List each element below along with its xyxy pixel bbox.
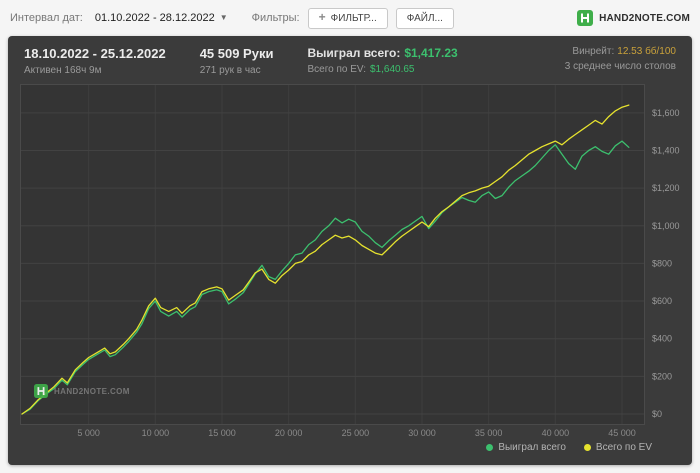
legend-item-ev-total[interactable]: Всего по EV — [583, 442, 652, 453]
winrate-value: 12.53 бб/100 — [617, 46, 676, 57]
hand2note-logo-icon — [577, 10, 594, 26]
svg-text:20 000: 20 000 — [275, 428, 303, 438]
svg-text:25 000: 25 000 — [342, 428, 370, 438]
hands-block: 45 509 Руки 271 рук в час — [200, 46, 274, 76]
session-dates-block: 18.10.2022 - 25.12.2022 Активен 168ч 9м — [24, 46, 166, 76]
svg-text:15 000: 15 000 — [208, 428, 236, 438]
hands-per-hour: 271 рук в час — [199, 65, 261, 76]
ev-total-label: Всего по EV: — [307, 64, 366, 75]
legend-label-ev-total: Всего по EV — [595, 442, 652, 453]
ev-total-value: $1,640.65 — [369, 64, 415, 75]
add-filter-button-label: ФИЛЬТР... — [330, 12, 377, 24]
svg-text:$400: $400 — [652, 334, 672, 344]
file-button-label: ФАЙЛ... — [406, 12, 443, 24]
winrate-block: Винрейт: 12.53 бб/100 3 среднее число сто… — [565, 46, 676, 72]
svg-text:30 000: 30 000 — [408, 428, 436, 438]
add-filter-button[interactable]: + ФИЛЬТР... — [307, 7, 388, 29]
svg-text:35 000: 35 000 — [475, 428, 503, 438]
session-date-range: 18.10.2022 - 25.12.2022 — [24, 46, 166, 61]
svg-text:$600: $600 — [652, 296, 672, 306]
legend-label-won-total: Выиграл всего — [498, 442, 566, 453]
svg-text:10 000: 10 000 — [142, 428, 170, 438]
session-active-time: Активен 168ч 9м — [24, 65, 102, 76]
chevron-down-icon: ▼ — [219, 13, 228, 22]
brand-text: HAND2NOTE.COM — [599, 12, 690, 24]
chart-legend: Выиграл всего Всего по EV — [18, 440, 682, 453]
svg-text:$200: $200 — [652, 371, 672, 381]
svg-text:45 000: 45 000 — [608, 428, 636, 438]
svg-text:$800: $800 — [652, 258, 672, 268]
plus-icon: + — [318, 10, 326, 25]
filters-label: Фильтры: — [251, 12, 300, 24]
svg-text:5 000: 5 000 — [77, 428, 100, 438]
winnings-block: Выиграл всего: $1,417.23 Всего по EV: $1,6… — [307, 46, 457, 75]
svg-text:$1,000: $1,000 — [652, 221, 680, 231]
svg-text:40 000: 40 000 — [542, 428, 570, 438]
date-interval-label: Интервал дат: — [10, 12, 83, 24]
winrate-label: Винрейт: — [572, 46, 615, 57]
date-range-selector[interactable]: 01.10.2022 - 28.12.2022 ▼ — [91, 9, 232, 27]
svg-text:$0: $0 — [652, 409, 662, 419]
report-header: 18.10.2022 - 25.12.2022 Активен 168ч 9м … — [18, 42, 682, 84]
chart-area: 5 000 10 000 15 000 20 000 25 000 30 000 35 00… — [20, 84, 680, 440]
svg-text:$1,600: $1,600 — [652, 108, 680, 118]
legend-dot-won-total — [486, 444, 494, 451]
avg-tables: 3 среднее число столов — [564, 61, 676, 72]
legend-item-won-total[interactable]: Выиграл всего — [486, 442, 566, 453]
session-report-panel: 18.10.2022 - 25.12.2022 Активен 168ч 9м … — [8, 36, 692, 465]
won-total-label: Выиграл всего: — [307, 46, 401, 60]
svg-text:$1,200: $1,200 — [652, 183, 680, 193]
hands-count: 45 509 Руки — [199, 46, 274, 61]
chart-series-0 — [21, 140, 630, 415]
file-button[interactable]: ФАЙЛ... — [395, 7, 454, 29]
won-total-value: $1,417.23 — [404, 46, 458, 60]
plot-background — [20, 84, 645, 425]
chart-series-1 — [21, 104, 630, 415]
winnings-chart: 5 000 10 000 15 000 20 000 25 000 30 000 35 00… — [20, 84, 680, 438]
top-toolbar: Интервал дат: 01.10.2022 - 28.12.2022 ▼ … — [0, 0, 700, 36]
date-range-value: 01.10.2022 - 28.12.2022 — [94, 12, 215, 24]
legend-dot-ev-total — [583, 444, 591, 451]
svg-text:$1,400: $1,400 — [652, 145, 680, 155]
brand-logo[interactable]: HAND2NOTE.COM — [577, 10, 690, 26]
